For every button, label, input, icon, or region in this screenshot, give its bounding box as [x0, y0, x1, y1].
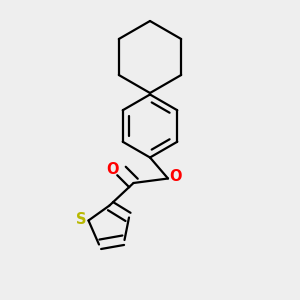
Text: O: O	[169, 169, 182, 184]
Text: O: O	[106, 162, 119, 177]
Text: S: S	[76, 212, 86, 226]
